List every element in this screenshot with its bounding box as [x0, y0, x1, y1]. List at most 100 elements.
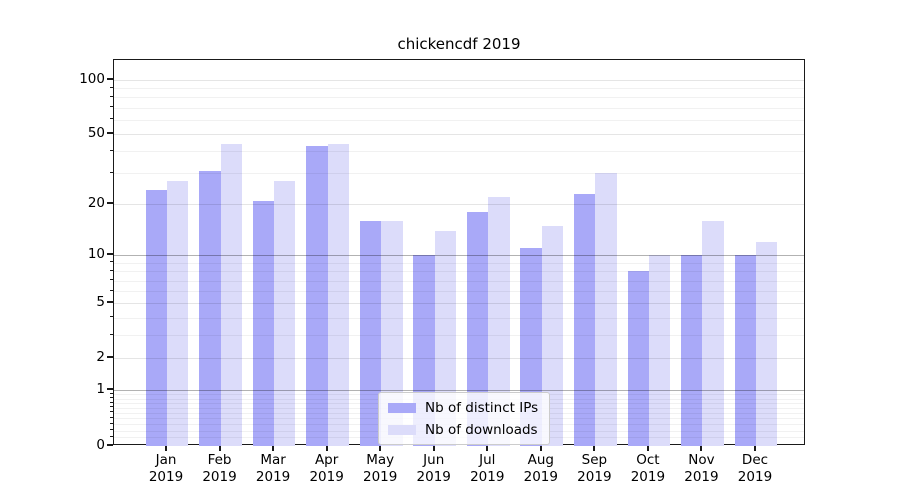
x-tick-label-mar: Mar 2019 — [241, 452, 305, 486]
x-tick-month: Feb — [207, 452, 232, 468]
bar-downloads-oct — [648, 255, 671, 446]
bar-downloads-feb — [220, 143, 242, 446]
legend-swatch-distinct-ips — [388, 402, 416, 413]
y-tick-1 — [107, 388, 113, 391]
legend: Nb of distinct IPs Nb of downloads — [378, 392, 550, 445]
x-tick-sep — [593, 445, 596, 451]
bar-distinct-ips-nov — [681, 255, 703, 446]
x-tick-month: Jan — [155, 452, 177, 468]
y-minor-tick-6 — [110, 289, 113, 291]
x-tick-year: 2019 — [630, 469, 666, 485]
y-minor-tick-0.8 — [110, 397, 113, 398]
x-tick-label-feb: Feb 2019 — [188, 452, 252, 486]
y-tick-2 — [107, 356, 113, 359]
x-tick-year: 2019 — [362, 469, 398, 485]
y-tick-label-5: 5 — [96, 294, 105, 311]
legend-item-downloads: Nb of downloads — [388, 421, 540, 438]
y-minor-tick-9 — [110, 261, 113, 263]
x-tick-label-may: May 2019 — [348, 452, 412, 486]
x-tick-month: Apr — [314, 452, 339, 468]
bar-downloads-jul — [488, 197, 510, 446]
x-tick-year: 2019 — [523, 469, 558, 485]
y-minor-tick-40 — [110, 149, 113, 151]
x-tick-feb — [218, 445, 221, 451]
y-minor-tick-7 — [110, 279, 113, 281]
y-minor-tick-30 — [110, 171, 113, 173]
y-minor-tick-3 — [110, 333, 113, 335]
bar-downloads-sep — [595, 173, 617, 446]
y-tick-label-2: 2 — [96, 349, 105, 366]
y-tick-0 — [107, 444, 113, 446]
x-tick-jul — [486, 445, 489, 451]
x-tick-year: 2019 — [255, 469, 291, 485]
y-tick-label-10: 10 — [87, 246, 105, 263]
x-tick-month: Oct — [636, 452, 660, 468]
bar-distinct-ips-jan — [145, 190, 167, 446]
y-tick-label-20: 20 — [87, 195, 105, 212]
x-tick-month: Aug — [527, 452, 554, 468]
x-tick-year: 2019 — [416, 469, 451, 485]
y-minor-tick-0.7 — [110, 401, 113, 403]
y-minor-tick-80 — [110, 95, 113, 97]
y-minor-tick-0.3 — [110, 422, 113, 424]
x-tick-month: Nov — [688, 452, 715, 468]
y-tick-50 — [107, 132, 113, 135]
y-tick-10 — [107, 253, 113, 256]
x-tick-nov — [700, 445, 703, 451]
y-tick-label-50: 50 — [87, 125, 105, 142]
bar-distinct-ips-may — [359, 220, 382, 446]
bar-downloads-dec — [755, 242, 778, 446]
legend-label-downloads: Nb of downloads — [425, 421, 538, 438]
bar-distinct-ips-jul — [466, 212, 489, 446]
x-tick-label-jan: Jan 2019 — [134, 452, 198, 486]
x-tick-month: May — [366, 452, 395, 468]
x-tick-year: 2019 — [202, 469, 237, 485]
y-tick-100 — [107, 77, 113, 80]
y-minor-tick-0.4 — [110, 416, 113, 418]
y-tick-5 — [107, 301, 113, 304]
x-tick-year: 2019 — [737, 469, 773, 485]
x-tick-year: 2019 — [577, 469, 612, 485]
x-tick-label-nov: Nov 2019 — [669, 452, 733, 486]
chart-title: chickencdf 2019 — [397, 35, 521, 53]
y-minor-tick-4 — [110, 316, 113, 318]
bar-distinct-ips-feb — [199, 170, 221, 446]
y-minor-tick-70 — [110, 106, 113, 108]
legend-label-distinct-ips: Nb of distinct IPs — [425, 399, 539, 416]
x-tick-year: 2019 — [148, 469, 184, 485]
x-tick-may — [379, 445, 382, 451]
bar-distinct-ips-oct — [627, 271, 649, 446]
x-tick-label-aug: Aug 2019 — [509, 452, 573, 486]
bar-downloads-apr — [327, 143, 350, 446]
legend-item-distinct-ips: Nb of distinct IPs — [388, 399, 540, 416]
x-tick-label-oct: Oct 2019 — [616, 452, 680, 486]
bar-downloads-aug — [541, 225, 564, 446]
x-tick-label-sep: Sep 2019 — [562, 452, 626, 486]
y-minor-tick-90 — [110, 86, 113, 88]
x-tick-jan — [165, 445, 167, 451]
bar-downloads-jan — [167, 181, 189, 446]
y-minor-tick-8 — [110, 269, 113, 271]
x-tick-month: Jul — [479, 452, 496, 468]
bar-distinct-ips-sep — [573, 193, 596, 446]
bar-distinct-ips-mar — [252, 200, 275, 446]
x-tick-label-dec: Dec 2019 — [723, 452, 787, 486]
plot-area: Nb of distinct IPs Nb of downloads — [113, 59, 805, 446]
bar-distinct-ips-dec — [734, 255, 756, 446]
y-minor-tick-0.5 — [110, 411, 113, 413]
x-tick-label-jul: Jul 2019 — [455, 452, 519, 486]
y-tick-label-0: 0 — [96, 437, 105, 453]
x-tick-year: 2019 — [684, 469, 719, 485]
x-tick-dec — [753, 445, 756, 451]
x-tick-apr — [325, 445, 328, 451]
x-tick-year: 2019 — [309, 469, 344, 485]
bar-downloads-may — [381, 220, 403, 446]
x-tick-mar — [272, 445, 275, 451]
x-tick-month: Dec — [741, 452, 769, 468]
x-tick-year: 2019 — [470, 469, 505, 485]
x-tick-month: Jun — [423, 452, 445, 468]
y-minor-tick-0.9 — [110, 392, 113, 394]
y-minor-tick-0.2 — [110, 429, 113, 431]
x-tick-month: Mar — [260, 452, 286, 468]
